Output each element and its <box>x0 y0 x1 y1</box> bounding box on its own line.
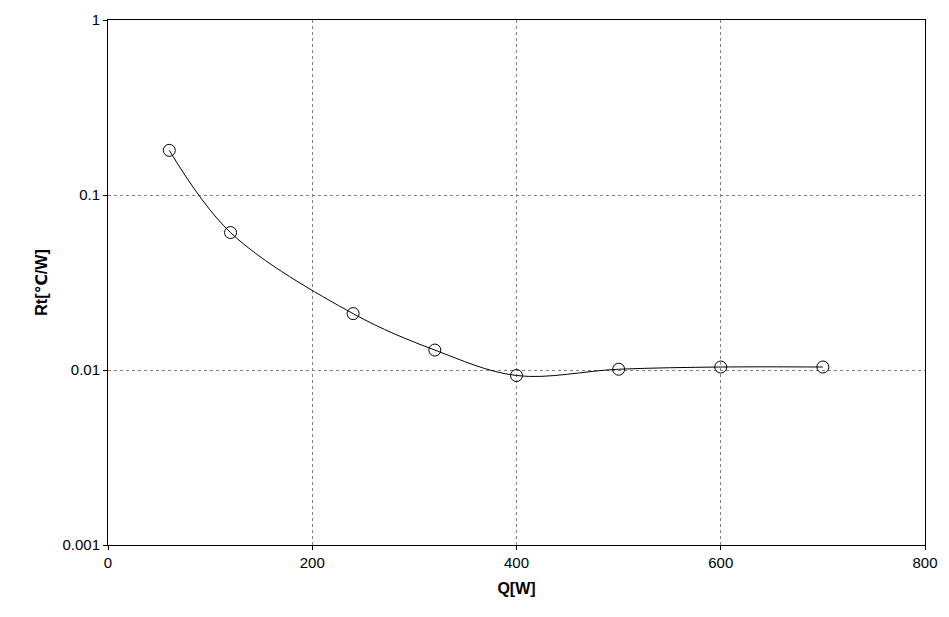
svg-text:800: 800 <box>912 554 937 571</box>
svg-text:400: 400 <box>504 554 529 571</box>
svg-text:0.01: 0.01 <box>71 361 100 378</box>
svg-text:200: 200 <box>300 554 325 571</box>
svg-text:0.1: 0.1 <box>79 186 100 203</box>
svg-text:600: 600 <box>708 554 733 571</box>
svg-text:1: 1 <box>92 11 100 28</box>
svg-text:Q[W]: Q[W] <box>497 580 535 597</box>
svg-text:0.001: 0.001 <box>62 536 100 553</box>
svg-text:0: 0 <box>104 554 112 571</box>
svg-text:Rt[℃/W]: Rt[℃/W] <box>33 249 50 315</box>
